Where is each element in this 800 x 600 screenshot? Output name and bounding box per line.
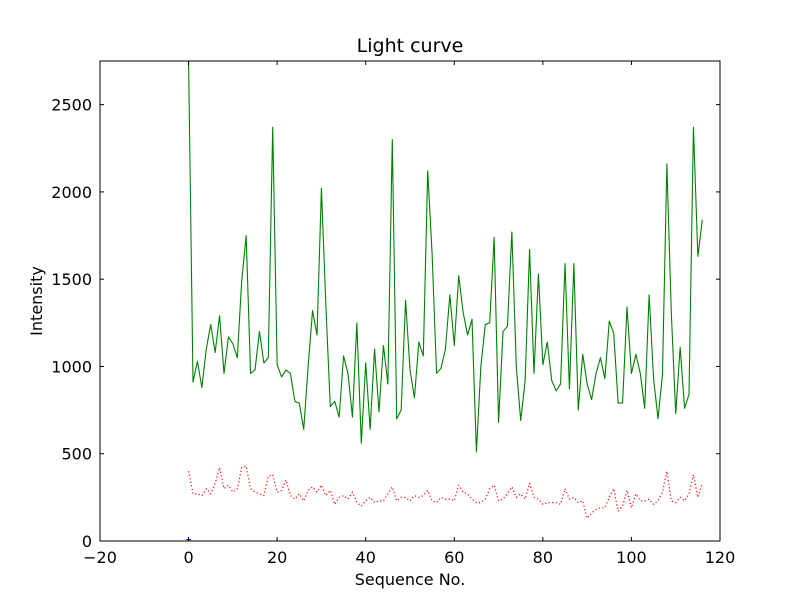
x-tick-label: 100	[616, 548, 647, 567]
y-tick-label: 2500	[51, 96, 92, 115]
series-line-2	[187, 465, 703, 519]
y-axis-title: Intensity	[27, 266, 46, 336]
x-axis-title: Sequence No.	[355, 570, 466, 589]
x-tick-label: 120	[705, 548, 736, 567]
y-tick-label: 1500	[51, 270, 92, 289]
series-line-1	[188, 61, 703, 453]
y-tick-label: 0	[82, 532, 92, 551]
plot-frame	[99, 60, 721, 542]
chart-title: Light curve	[357, 35, 464, 57]
x-tick-label: −20	[83, 548, 117, 567]
x-tick-label: 40	[356, 548, 376, 567]
x-tick-label: 60	[444, 548, 464, 567]
y-tick-label: 2000	[51, 183, 92, 202]
x-tick-label: 80	[533, 548, 553, 567]
y-tick-label: 500	[61, 445, 92, 464]
x-tick-label: 20	[267, 548, 287, 567]
x-tick-label: 0	[183, 548, 193, 567]
y-tick-label: 1000	[51, 357, 92, 376]
